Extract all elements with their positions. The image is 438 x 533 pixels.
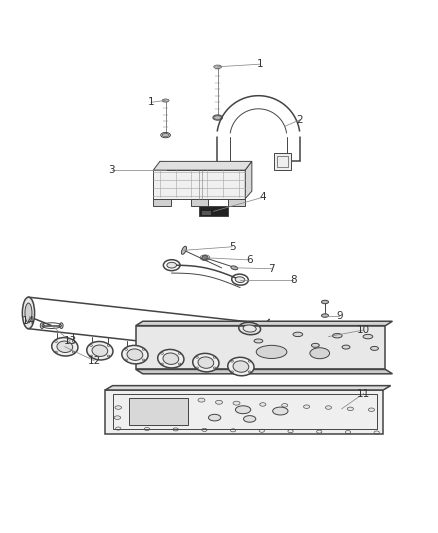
Ellipse shape (167, 262, 177, 268)
Ellipse shape (325, 406, 332, 409)
Ellipse shape (260, 403, 266, 406)
Ellipse shape (214, 65, 222, 69)
Polygon shape (153, 170, 245, 199)
Text: 11: 11 (357, 389, 370, 399)
Polygon shape (153, 161, 252, 170)
Ellipse shape (127, 349, 143, 360)
Ellipse shape (347, 407, 353, 410)
Ellipse shape (282, 403, 288, 407)
Ellipse shape (52, 337, 78, 356)
Ellipse shape (198, 398, 205, 402)
Polygon shape (136, 326, 385, 369)
Text: 6: 6 (246, 255, 253, 265)
Ellipse shape (163, 353, 179, 365)
Ellipse shape (236, 406, 251, 414)
Ellipse shape (254, 339, 263, 343)
Ellipse shape (60, 323, 63, 328)
Ellipse shape (208, 414, 221, 421)
Text: 2: 2 (297, 115, 304, 125)
Ellipse shape (310, 348, 330, 359)
Polygon shape (274, 152, 291, 170)
Ellipse shape (363, 334, 373, 339)
Ellipse shape (22, 297, 35, 329)
Ellipse shape (181, 246, 187, 254)
Polygon shape (191, 199, 208, 206)
Ellipse shape (304, 405, 310, 408)
Text: 8: 8 (290, 274, 297, 285)
Ellipse shape (233, 361, 249, 372)
Ellipse shape (293, 332, 303, 336)
Polygon shape (136, 369, 392, 374)
Polygon shape (136, 321, 392, 326)
Text: 1: 1 (148, 97, 155, 107)
Polygon shape (129, 398, 188, 425)
Polygon shape (105, 386, 391, 390)
Text: 10: 10 (357, 325, 370, 335)
Ellipse shape (311, 343, 319, 348)
FancyBboxPatch shape (202, 211, 211, 215)
Ellipse shape (202, 255, 208, 260)
Ellipse shape (122, 345, 148, 364)
Ellipse shape (87, 342, 113, 360)
Ellipse shape (332, 334, 342, 338)
Text: 7: 7 (268, 264, 275, 273)
Ellipse shape (235, 277, 245, 282)
Ellipse shape (215, 400, 223, 404)
Ellipse shape (272, 407, 288, 415)
Ellipse shape (27, 314, 33, 318)
Ellipse shape (162, 99, 169, 102)
Text: 4: 4 (259, 192, 266, 203)
Ellipse shape (158, 350, 184, 368)
Text: 12: 12 (88, 356, 101, 366)
Ellipse shape (162, 134, 169, 136)
Polygon shape (228, 199, 245, 206)
Ellipse shape (228, 357, 254, 376)
Text: 14: 14 (22, 316, 35, 326)
Ellipse shape (256, 345, 287, 359)
Ellipse shape (57, 341, 73, 352)
Text: 13: 13 (64, 336, 77, 346)
Ellipse shape (231, 266, 238, 270)
Ellipse shape (25, 303, 32, 323)
Ellipse shape (214, 116, 222, 119)
Text: 3: 3 (108, 165, 115, 175)
Ellipse shape (244, 416, 256, 422)
Polygon shape (245, 161, 252, 199)
Ellipse shape (342, 345, 350, 349)
Text: 1: 1 (257, 59, 264, 69)
Ellipse shape (368, 408, 374, 411)
Ellipse shape (115, 406, 121, 409)
Text: 5: 5 (229, 242, 236, 252)
Ellipse shape (198, 357, 214, 368)
Ellipse shape (321, 300, 328, 304)
Ellipse shape (233, 401, 240, 405)
Ellipse shape (371, 346, 378, 350)
Ellipse shape (193, 353, 219, 372)
FancyBboxPatch shape (199, 206, 228, 216)
Ellipse shape (114, 416, 120, 419)
Text: 9: 9 (336, 311, 343, 320)
Ellipse shape (243, 325, 256, 332)
Ellipse shape (40, 323, 44, 328)
Ellipse shape (321, 314, 328, 317)
Polygon shape (153, 199, 171, 206)
Ellipse shape (92, 345, 108, 357)
Polygon shape (105, 390, 383, 434)
